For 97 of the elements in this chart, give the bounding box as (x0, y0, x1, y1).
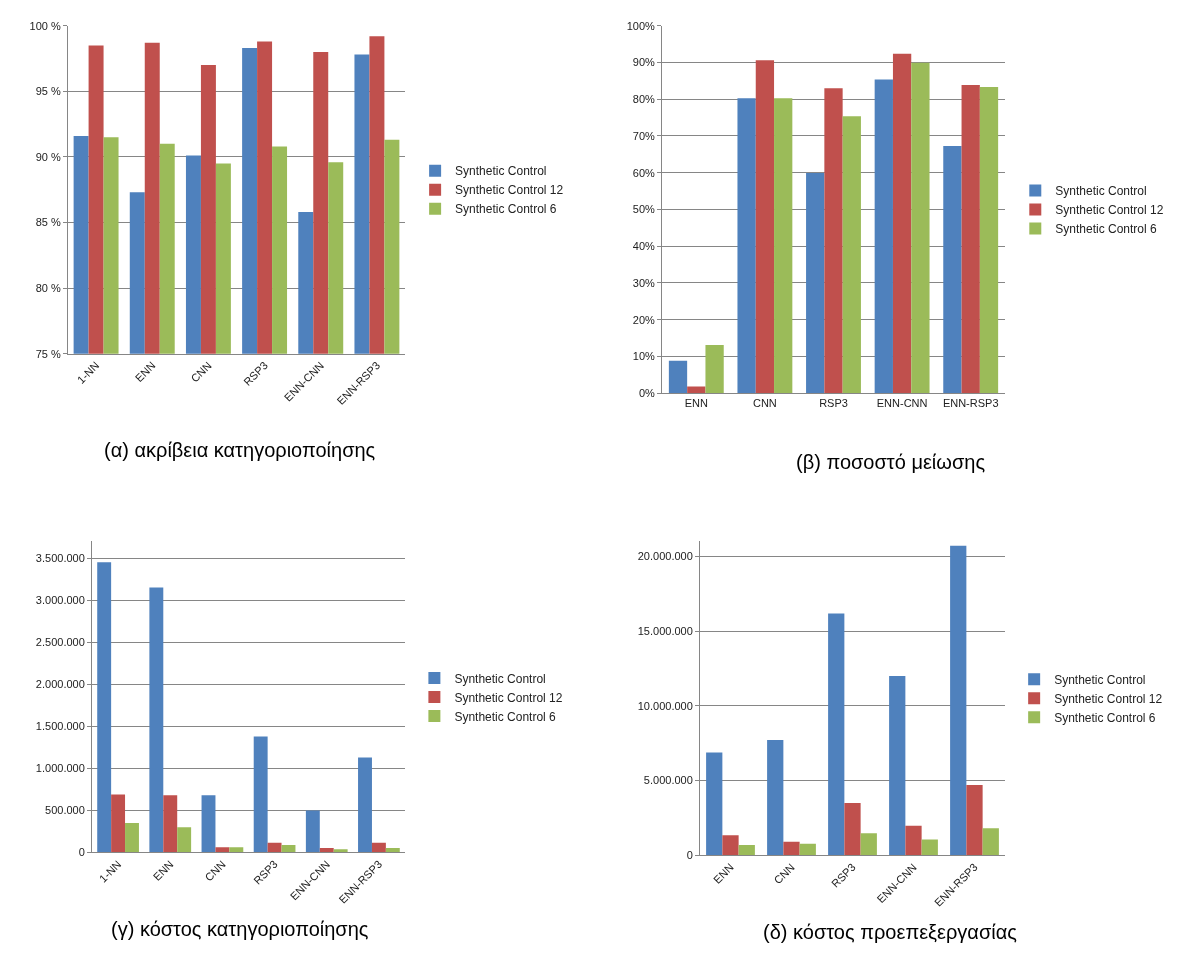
x-tick-label: ENN-RSP3 (942, 397, 999, 410)
bar (767, 739, 784, 856)
bar (149, 587, 164, 853)
y-tick-label: 90 % (35, 150, 62, 163)
bar (892, 53, 912, 394)
bar (111, 794, 126, 853)
bar (125, 823, 139, 853)
bar (943, 145, 962, 394)
x-tick-label: RSP3 (819, 397, 848, 410)
y-tick-label: 95 % (35, 85, 62, 98)
bar (921, 839, 938, 856)
y-tick-label: 50% (632, 203, 655, 216)
legend-label: Synthetic Control 6 (1055, 222, 1157, 237)
bar (737, 98, 756, 394)
bar (806, 173, 825, 394)
y-tick-label: 90% (632, 56, 655, 69)
legend-label: Synthetic Control 12 (1055, 203, 1164, 218)
y-tick-label: 70% (632, 129, 655, 142)
y-tick-label: 100% (626, 19, 656, 32)
bar (842, 116, 861, 394)
y-tick-label: 3.000.000 (35, 594, 85, 607)
y-tick-label: 3.500.000 (35, 552, 85, 564)
bar (358, 757, 372, 853)
y-tick-label: 0% (638, 387, 656, 400)
y-tick-label: 20.000.000 (637, 550, 693, 563)
bar (722, 835, 739, 856)
y-tick-label: 1.500.000 (35, 720, 85, 733)
bar (982, 828, 999, 856)
bar (163, 795, 178, 853)
bar (305, 810, 320, 853)
bar (860, 833, 877, 856)
bar (911, 62, 930, 394)
legend-label: Synthetic Control (455, 164, 547, 179)
y-tick-label: 0 (78, 846, 85, 859)
bar (668, 360, 688, 394)
y-tick-label: 20% (632, 313, 655, 326)
bar (333, 849, 348, 853)
bar (755, 60, 775, 394)
y-tick-label: 100 % (29, 19, 62, 32)
bar (774, 98, 793, 394)
y-tick-label: 80 % (35, 281, 62, 294)
y-tick-label: 1.000.000 (35, 762, 85, 775)
legend-label: Synthetic Control 12 (455, 183, 564, 198)
legend-label: Synthetic Control 6 (454, 709, 557, 724)
y-tick-label: 15.000.000 (637, 624, 693, 637)
y-tick-label: 10% (632, 350, 655, 363)
bar (706, 752, 723, 856)
bar (844, 803, 861, 856)
bar (97, 562, 112, 853)
x-tick-label: ENN-CNN (876, 397, 928, 410)
bar (253, 736, 268, 853)
bar (799, 843, 816, 856)
y-tick-label: 2.500.000 (35, 636, 85, 649)
bar (385, 848, 400, 853)
bar (201, 795, 216, 853)
text: (γ) κόστος κατηγοριοποίησης (111, 918, 369, 940)
y-tick-label: 60% (632, 166, 655, 179)
text: (α) ακρίβεια κατηγοριοποίησης (104, 439, 376, 461)
bar (738, 845, 755, 856)
y-tick-label: 30% (632, 276, 655, 289)
legend-label: Synthetic Control (1055, 184, 1147, 199)
bar (889, 676, 906, 856)
bar (874, 79, 893, 394)
bar (705, 345, 724, 394)
bar (371, 842, 386, 853)
y-tick-label: 0 (686, 849, 693, 862)
legend-label: Synthetic Control 6 (455, 202, 557, 217)
y-tick-label: 40% (632, 240, 655, 253)
bar (828, 613, 845, 856)
y-tick-label: 2.000.000 (35, 678, 85, 691)
bar (966, 785, 983, 856)
y-tick-label: 10.000.000 (637, 699, 693, 712)
x-tick-label: ENN (684, 397, 708, 410)
text: (δ) κόστος προεπεξεργασίας (763, 921, 1018, 943)
bar (267, 842, 282, 853)
bar (961, 84, 980, 394)
bar (905, 825, 922, 856)
text: (β) ποσοστό μείωσης (796, 451, 986, 473)
bar (319, 848, 334, 853)
legend-label: Synthetic Control 6 (1054, 711, 1156, 726)
bar (783, 841, 800, 856)
legend-label: Synthetic Control (1054, 673, 1146, 688)
bar (824, 88, 843, 394)
bar (177, 827, 192, 853)
legend-label: Synthetic Control 12 (454, 690, 563, 705)
y-tick-label: 500.000 (45, 804, 85, 817)
bar (979, 87, 999, 394)
bar (229, 847, 244, 853)
bar (950, 545, 967, 856)
y-tick-label: 85 % (35, 216, 62, 229)
y-tick-label: 75 % (35, 347, 62, 360)
y-tick-label: 80% (632, 93, 655, 106)
y-tick-label: 5.000.000 (643, 774, 693, 787)
bar (215, 847, 230, 853)
legend-label: Synthetic Control (454, 671, 546, 686)
legend-label: Synthetic Control 12 (1054, 692, 1163, 707)
x-tick-label: CNN (752, 397, 777, 410)
